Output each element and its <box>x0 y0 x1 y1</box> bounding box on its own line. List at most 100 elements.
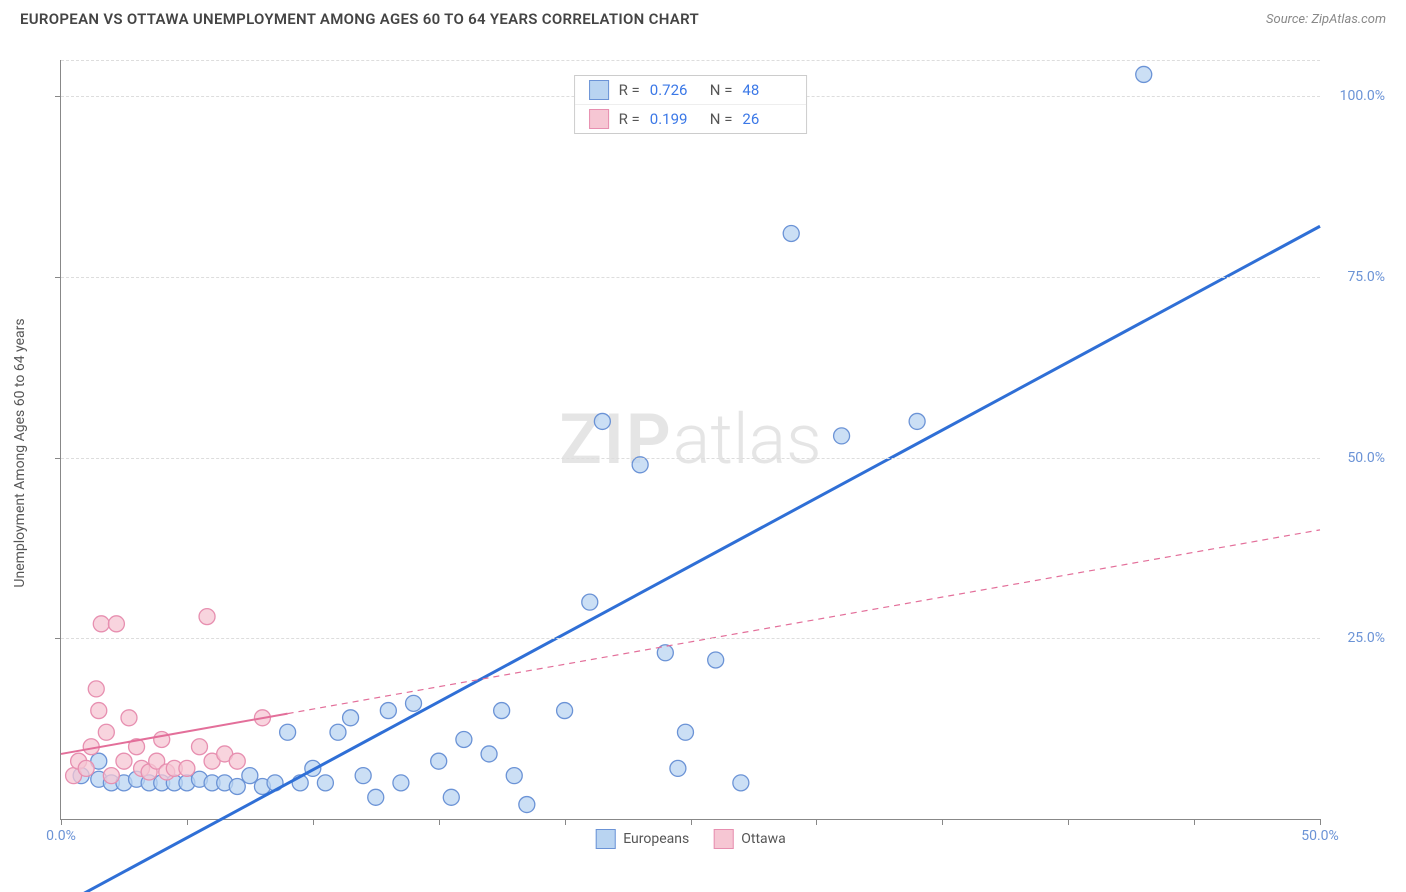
x-tick-mark <box>1320 819 1321 825</box>
plot-svg <box>61 60 1320 819</box>
data-point <box>179 760 195 776</box>
data-point <box>93 616 109 632</box>
stats-legend: R = 0.726 N = 48 R = 0.199 N = 26 <box>574 75 808 134</box>
data-point <box>783 225 799 241</box>
stat-r-value: 0.726 <box>650 81 700 99</box>
y-tick-label: 100.0% <box>1340 88 1385 104</box>
chart-title: EUROPEAN VS OTTAWA UNEMPLOYMENT AMONG AG… <box>20 10 699 28</box>
x-tick-mark <box>816 819 817 825</box>
legend-label: Europeans <box>623 831 689 847</box>
x-tick-mark <box>565 819 566 825</box>
data-point <box>506 768 522 784</box>
x-tick-mark <box>313 819 314 825</box>
y-tick-label: 75.0% <box>1347 269 1385 285</box>
data-point <box>909 413 925 429</box>
plot-area: ZIPatlas R =0.726N =48R =0.199N =26 Euro… <box>60 60 1320 820</box>
data-point <box>380 703 396 719</box>
data-point <box>317 775 333 791</box>
stat-n-value: 48 <box>742 81 792 99</box>
legend-label: Ottawa <box>741 831 786 847</box>
x-tick-mark <box>187 819 188 825</box>
trend-line-ext <box>288 530 1320 714</box>
stats-row: R = 0.199 N = 26 <box>575 104 807 133</box>
series-legend: Europeans Ottawa <box>595 829 786 849</box>
data-point <box>834 428 850 444</box>
stat-r-label: R = <box>619 81 640 99</box>
data-point <box>393 775 409 791</box>
y-tick-mark <box>55 96 61 97</box>
legend-swatch <box>589 80 609 100</box>
stat-r-label: R = <box>619 110 640 128</box>
data-point <box>242 768 258 784</box>
legend-swatch <box>713 829 733 849</box>
trend-line <box>61 714 288 754</box>
data-point <box>677 724 693 740</box>
data-point <box>78 760 94 776</box>
x-tick-mark <box>61 819 62 825</box>
trend-line <box>61 226 1320 892</box>
data-point <box>121 710 137 726</box>
chart-container: Unemployment Among Ages 60 to 64 years Z… <box>50 45 1390 845</box>
y-tick-label: 25.0% <box>1347 630 1385 646</box>
y-tick-mark <box>55 277 61 278</box>
data-point <box>406 695 422 711</box>
data-point <box>368 789 384 805</box>
x-tick-mark <box>1194 819 1195 825</box>
source-prefix: Source: <box>1266 12 1311 27</box>
stat-r-value: 0.199 <box>650 110 700 128</box>
gridline <box>61 277 1320 278</box>
y-tick-mark <box>55 458 61 459</box>
data-point <box>594 413 610 429</box>
stat-n-label: N = <box>710 81 733 99</box>
data-point <box>519 797 535 813</box>
chart-source: Source: ZipAtlas.com <box>1266 12 1386 27</box>
data-point <box>343 710 359 726</box>
stats-row: R = 0.726 N = 48 <box>575 76 807 104</box>
legend-item: Ottawa <box>713 829 786 849</box>
data-point <box>431 753 447 769</box>
source-name: ZipAtlas.com <box>1311 12 1386 27</box>
y-axis-label: Unemployment Among Ages 60 to 64 years <box>12 318 28 587</box>
data-point <box>456 731 472 747</box>
data-point <box>443 789 459 805</box>
data-point <box>355 768 371 784</box>
data-point <box>191 739 207 755</box>
gridline <box>61 458 1320 459</box>
data-point <box>98 724 114 740</box>
x-tick-mark <box>1068 819 1069 825</box>
data-point <box>708 652 724 668</box>
gridline <box>61 60 1320 61</box>
stat-n-value: 26 <box>742 110 792 128</box>
gridline <box>61 638 1320 639</box>
data-point <box>494 703 510 719</box>
data-point <box>733 775 749 791</box>
data-point <box>280 724 296 740</box>
stat-n-label: N = <box>710 110 733 128</box>
data-point <box>108 616 124 632</box>
y-tick-label: 50.0% <box>1347 450 1385 466</box>
data-point <box>91 703 107 719</box>
y-tick-mark <box>55 638 61 639</box>
data-point <box>154 731 170 747</box>
data-point <box>670 760 686 776</box>
x-tick-label: 0.0% <box>46 828 76 844</box>
legend-swatch <box>589 109 609 129</box>
x-tick-mark <box>942 819 943 825</box>
x-tick-mark <box>439 819 440 825</box>
data-point <box>199 609 215 625</box>
x-tick-label: 50.0% <box>1301 828 1339 844</box>
data-point <box>229 753 245 769</box>
data-point <box>1136 66 1152 82</box>
data-point <box>116 753 132 769</box>
data-point <box>88 681 104 697</box>
data-point <box>481 746 497 762</box>
legend-swatch <box>595 829 615 849</box>
x-tick-mark <box>691 819 692 825</box>
data-point <box>557 703 573 719</box>
data-point <box>103 768 119 784</box>
legend-item: Europeans <box>595 829 689 849</box>
data-point <box>632 457 648 473</box>
data-point <box>330 724 346 740</box>
data-point <box>582 594 598 610</box>
data-point <box>229 778 245 794</box>
